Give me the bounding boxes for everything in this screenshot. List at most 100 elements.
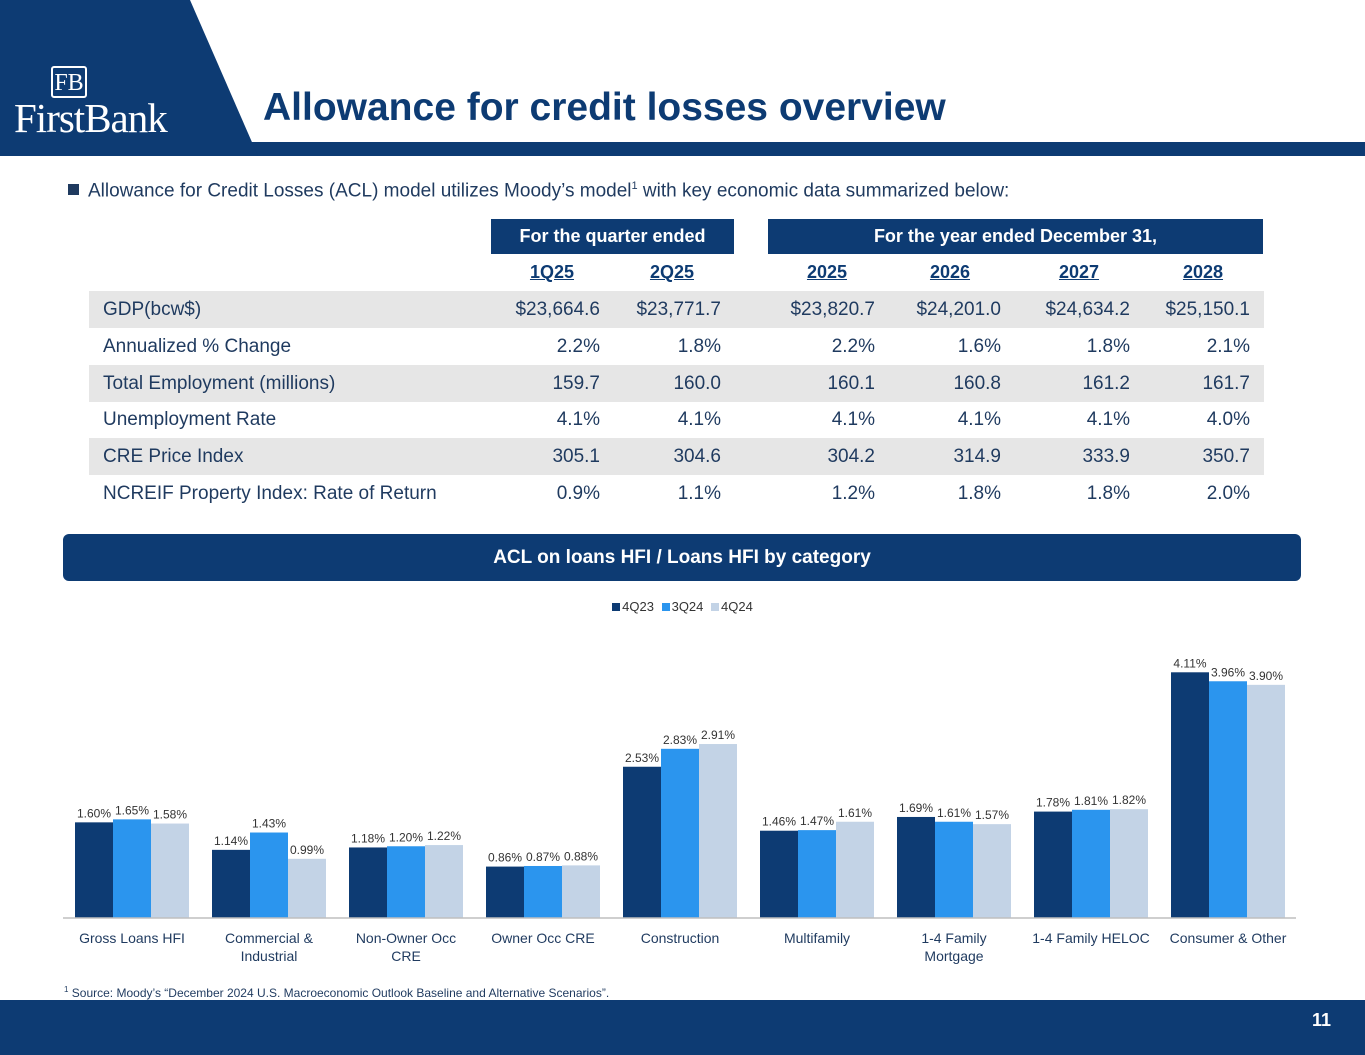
bar-4q24: [836, 821, 874, 918]
table-row: Annualized % Change 2.2% 1.8% 2.2% 1.6% …: [89, 328, 1264, 365]
bar-4q23: [623, 766, 661, 918]
data-label: 3.90%: [1249, 669, 1283, 683]
table-cell: 160.0: [673, 373, 721, 394]
table-cell: 160.1: [827, 373, 875, 394]
data-label: 1.18%: [351, 831, 385, 845]
data-label: 0.88%: [564, 849, 598, 863]
bar-4q23: [75, 822, 113, 918]
bar-3q24: [524, 865, 562, 918]
column-header: 2028: [1182, 262, 1224, 282]
header-logo-panel: [0, 0, 258, 156]
table-cell: 4.1%: [831, 409, 875, 430]
header-bar: [0, 0, 1365, 156]
data-label: 0.86%: [488, 851, 522, 865]
table-cell: $25,150.1: [1165, 299, 1250, 320]
intro-text: Allowance for Credit Losses (ACL) model …: [88, 180, 632, 202]
data-label: 1.57%: [975, 808, 1009, 822]
data-label: 1.69%: [899, 801, 933, 815]
bar-3q24: [798, 830, 836, 918]
table-cell: 1.2%: [831, 483, 875, 504]
footnote-marker: 1: [64, 985, 69, 994]
category-label: Construction: [641, 930, 720, 946]
table-cell: 161.7: [1202, 373, 1250, 394]
legend-swatch: [612, 603, 621, 611]
column-header: 1Q25: [529, 262, 575, 282]
table-cell: 1.8%: [1086, 336, 1130, 357]
firstbank-logo: FB FirstBank: [14, 64, 214, 141]
quarter-header: For the quarter ended: [491, 219, 734, 254]
table-cell: 160.8: [953, 373, 1001, 394]
table-row: Unemployment Rate 4.1% 4.1% 4.1% 4.1% 4.…: [89, 401, 1264, 438]
bar-4q24: [699, 744, 737, 918]
category-label: Multifamily: [784, 930, 850, 946]
data-label: 0.87%: [526, 850, 560, 864]
table-cell: 159.7: [552, 373, 600, 394]
page-number: 11: [1311, 1010, 1331, 1030]
data-label: 1.65%: [115, 803, 149, 817]
data-label: 1.47%: [800, 814, 834, 828]
column-header: 2027: [1058, 262, 1100, 282]
intro-bullet: Allowance for Credit Losses (ACL) model …: [68, 180, 1009, 202]
table-cell: 4.1%: [556, 409, 600, 430]
table-cell: 1.8%: [1086, 483, 1130, 504]
table-cell: 2.2%: [556, 336, 600, 357]
table-row: CRE Price Index 305.1 304.6 304.2 314.9 …: [89, 438, 1264, 475]
bar-4q23: [1034, 811, 1072, 918]
column-header: 2026: [929, 262, 971, 282]
data-label: 3.96%: [1211, 665, 1245, 679]
bar-3q24: [1072, 809, 1110, 918]
data-label: 1.61%: [838, 806, 872, 820]
data-label: 0.99%: [290, 843, 324, 857]
legend-label: 4Q24: [721, 599, 753, 614]
column-header: 2025: [806, 262, 848, 282]
bar-4q24: [425, 845, 463, 918]
row-label: Unemployment Rate: [103, 409, 277, 430]
data-label: 1.81%: [1074, 794, 1108, 808]
legend-label: 3Q24: [671, 599, 704, 614]
bar-4q24: [1247, 684, 1285, 918]
table-cell: 333.9: [1082, 446, 1130, 467]
legend-item: 3Q24: [661, 599, 704, 614]
table-cell: 304.6: [673, 446, 721, 467]
footnote-text: Source: Moody’s “December 2024 U.S. Macr…: [68, 986, 610, 1000]
data-label: 4.11%: [1173, 656, 1206, 670]
data-label: 1.61%: [937, 806, 971, 820]
table-row: GDP(bcw$) $23,664.6 $23,771.7 $23,820.7 …: [89, 291, 1264, 328]
bar-4q23: [212, 849, 250, 918]
acl-bar-chart: 1.60% 1.65% 1.58% Gross Loans HFI 1.14% 1.43%…: [63, 656, 1296, 964]
footer-bar: [0, 1000, 1365, 1055]
table-cell: 304.2: [827, 446, 875, 467]
column-header: 2Q25: [649, 262, 695, 282]
chart-legend: 4Q23 3Q24 4Q24: [0, 599, 1365, 614]
legend-swatch: [711, 603, 720, 611]
table-cell: 1.8%: [677, 336, 721, 357]
bar-4q24: [151, 823, 189, 918]
table-cell: 2.0%: [1206, 483, 1250, 504]
category-label: Non-Owner Occ CRE: [356, 930, 456, 964]
bar-3q24: [1209, 681, 1247, 918]
table-cell: $23,820.7: [790, 299, 875, 320]
bar-4q23: [897, 816, 935, 918]
data-label: 2.91%: [701, 728, 735, 742]
bar-4q23: [349, 847, 387, 918]
category-label: Owner Occ CRE: [491, 930, 594, 946]
data-label: 2.83%: [663, 733, 697, 747]
table-cell: 1.8%: [957, 483, 1001, 504]
bar-3q24: [250, 832, 288, 918]
table-cell: $23,664.6: [515, 299, 600, 320]
table-cell: 1.1%: [677, 483, 721, 504]
data-label: 1.22%: [427, 829, 461, 843]
legend-swatch: [661, 603, 670, 611]
table-cell: 2.1%: [1206, 336, 1250, 357]
table-cell: 4.1%: [1086, 409, 1130, 430]
bar-4q24: [288, 858, 326, 918]
category-label: Gross Loans HFI: [79, 930, 185, 946]
page-title: Allowance for credit losses overview: [263, 86, 946, 129]
row-label: Annualized % Change: [103, 336, 292, 357]
data-label: 1.43%: [252, 817, 286, 831]
bar-4q24: [1110, 809, 1148, 918]
bar-4q23: [760, 830, 798, 918]
table-cell: 4.0%: [1206, 409, 1250, 430]
table-cell: $24,634.2: [1045, 299, 1130, 320]
data-label: 1.60%: [77, 806, 111, 820]
